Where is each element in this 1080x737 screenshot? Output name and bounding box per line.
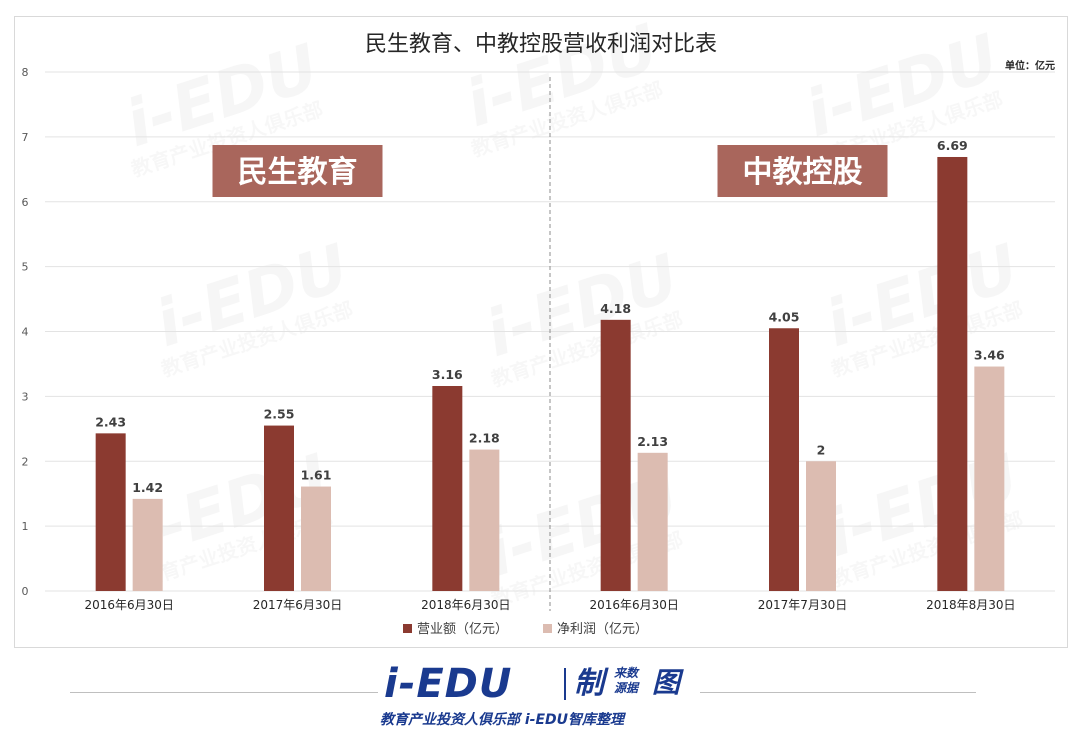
unit-label: 单位：亿元 [1005,59,1055,72]
legend: 营业额（亿元） 净利润（亿元） [403,622,648,637]
y-tick-label: 7 [22,131,29,144]
chart-title: 民生教育、中教控股营收利润对比表 [365,32,717,57]
data-label: 1.42 [132,480,163,495]
x-tick-label: 2018年6月30日 [421,598,510,612]
group-banner-label: 民生教育 [238,155,358,190]
group-banners: 民生教育 中教控股 [212,145,888,197]
logo-tagline: 教育产业投资人俱乐部 i-EDU智库整理 [380,712,625,728]
x-tick-label: 2017年6月30日 [253,598,342,612]
data-label: 2.55 [264,407,295,422]
x-tick-label: 2017年7月30日 [758,598,847,612]
y-tick-label: 1 [22,520,29,533]
legend-label: 营业额（亿元） [417,622,508,637]
bar-revenue [95,433,126,591]
data-label: 1.61 [301,468,332,483]
logo-source-line2: 源据 [614,681,639,695]
legend-swatch [403,624,412,633]
y-tick-label: 8 [22,66,29,79]
chart-frame: i-EDU 教育产业投资人俱乐部 i-EDU 教育产业投资人俱乐部 i-EDU 教育产业投… [14,16,1068,648]
bar-profit [469,449,500,591]
bar-profit [637,452,668,591]
bar-profit [974,366,1005,591]
x-tick-label: 2016年6月30日 [589,598,678,612]
logo-source-text: 来数 源据 [614,666,648,696]
logo-iedu-text: i-EDU [384,661,513,707]
x-tick-label: 2016年6月30日 [84,598,173,612]
footer-rule-right [700,692,976,693]
bar-profit [301,486,331,591]
data-label: 2 [817,442,826,457]
bar-revenue [769,328,799,591]
legend-label: 净利润（亿元） [557,622,648,637]
bar-profit [132,498,163,591]
y-tick-label: 2 [22,455,29,468]
data-label: 2.13 [637,434,668,449]
data-label: 3.16 [432,367,463,382]
y-tick-label: 0 [22,585,29,598]
data-label: 6.69 [937,138,968,153]
y-tick-label: 6 [22,196,29,209]
data-label: 2.43 [95,414,126,429]
bar-revenue [264,425,294,591]
logo-separator [564,668,566,700]
group-banner-label: 中教控股 [743,155,863,190]
data-label: 4.05 [769,309,800,324]
bar-revenue [937,156,968,591]
logo-source-line1: 来数 [614,666,639,680]
data-label: 3.46 [974,348,1005,363]
group-banner-1 [212,145,383,197]
logo-zhi-text: 制 [574,666,604,701]
group-banner-2 [717,145,888,197]
y-axis: 0 1 2 3 4 5 6 7 8 [22,66,29,598]
y-tick-label: 3 [22,390,29,403]
bar-revenue [600,319,631,591]
bars: 2.43 1.42 2.55 1.61 3.16 2.18 4.18 2.13 4.05 2 6.6… [95,138,1005,591]
x-tick-label: 2018年8月30日 [926,598,1015,612]
data-label: 2.18 [469,431,500,446]
legend-swatch [543,624,552,633]
footer-logo: i-EDU 制 来数 源据 图 教育产业投资人俱乐部 i-EDU智库整理 [378,662,700,734]
x-axis: 2016年6月30日 2017年6月30日 2018年6月30日 2016年6月30日… [84,598,1015,612]
y-tick-label: 4 [22,326,29,339]
y-tick-label: 5 [22,261,29,274]
data-label: 4.18 [600,301,631,316]
logo-tu-text: 图 [652,666,681,699]
bar-revenue [432,385,463,591]
bar-profit [806,461,836,591]
footer-rule-left [70,692,378,693]
